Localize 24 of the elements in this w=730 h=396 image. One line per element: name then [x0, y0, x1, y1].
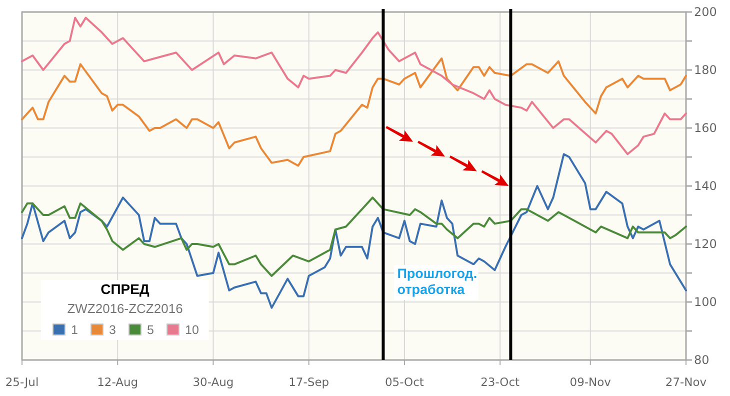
- line-series: [21, 57, 687, 167]
- legend-label: 3: [109, 323, 116, 337]
- x-tick-label: 27-Nov: [665, 375, 707, 389]
- x-tick-label: 12-Aug: [97, 375, 138, 389]
- y-tick-label: 140: [694, 179, 717, 194]
- x-tick-label: 05-Oct: [384, 375, 424, 389]
- y-tick-label: 80: [694, 353, 710, 368]
- y-tick-label: 160: [694, 121, 717, 136]
- y-tick-label: 120: [694, 237, 717, 252]
- y-tick-label: 200: [694, 5, 717, 20]
- y-tick-label: 180: [694, 63, 717, 78]
- y-tick-label: 100: [694, 295, 717, 310]
- x-tick-label: 23-Oct: [480, 375, 520, 389]
- annotation: Прошлогод. отработка: [397, 266, 478, 297]
- line-series: [21, 16, 687, 156]
- legend-label: 10: [185, 323, 199, 337]
- x-tick-label: 30-Aug: [192, 375, 234, 389]
- legend-title: СПРЕД: [100, 281, 150, 297]
- legend-label: 5: [147, 323, 154, 337]
- x-tick-label: 17-Sep: [288, 375, 330, 389]
- x-tick-label: 09-Nov: [570, 375, 612, 389]
- x-tick-label: 25-Jul: [5, 375, 39, 389]
- text: ZWZ2016-ZCZ2016: [67, 301, 183, 316]
- legend-label: 1: [71, 323, 78, 337]
